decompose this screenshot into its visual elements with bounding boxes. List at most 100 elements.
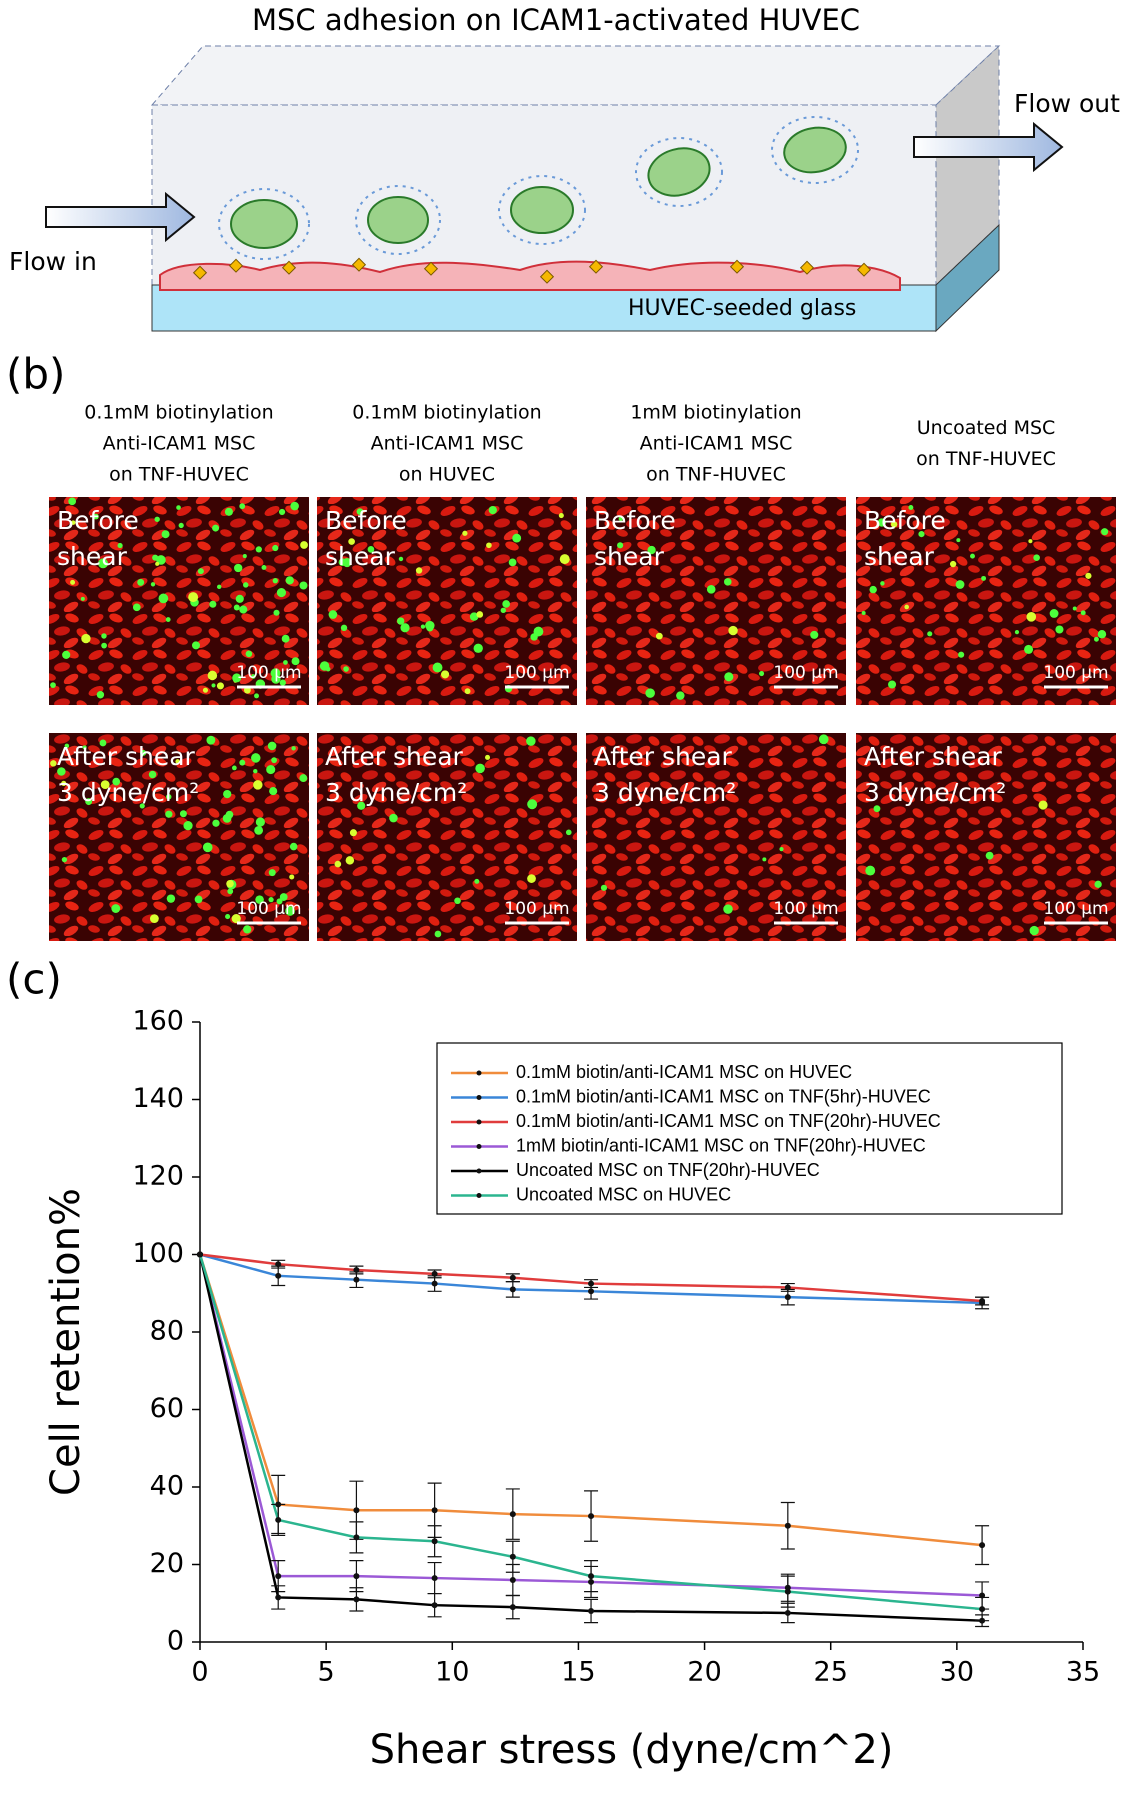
msc-cell	[176, 505, 181, 510]
scale-bar-label: 100 µm	[236, 663, 301, 683]
msc-cell	[779, 847, 784, 852]
data-point	[353, 1507, 360, 1514]
msc-cell	[85, 798, 93, 806]
msc-cell	[340, 624, 348, 632]
data-point	[509, 1577, 516, 1583]
x-tick-label: 0	[191, 1657, 208, 1688]
data-point	[353, 1534, 360, 1541]
msc-cell	[1080, 610, 1086, 616]
series-line	[199, 1253, 983, 1305]
msc-cell	[243, 925, 252, 934]
msc-cell	[245, 650, 253, 658]
panel-label: (c)	[6, 955, 62, 1004]
legend-marker	[476, 1095, 482, 1100]
msc-cell	[206, 735, 216, 745]
msc-cell	[338, 558, 347, 567]
msc-cell	[759, 671, 765, 677]
data-point	[588, 1608, 595, 1614]
data-point	[784, 1294, 791, 1301]
micrograph-grid: 0.1mM biotinylation Anti-ICAM1 MSC on TNF-…	[49, 402, 1116, 941]
column-header: Anti-ICAM1 MSC	[103, 433, 256, 455]
msc-cell	[152, 554, 159, 561]
legend-marker	[476, 1144, 482, 1149]
panel-label: (b)	[6, 350, 65, 399]
msc-cell	[139, 803, 145, 809]
msc-cell	[454, 897, 461, 905]
msc-cell	[254, 693, 259, 699]
y-tick-label: 160	[132, 1006, 184, 1037]
msc-cell	[132, 603, 141, 612]
msc-cell	[179, 810, 187, 818]
msc-cell	[50, 682, 56, 689]
msc-cell	[432, 662, 443, 673]
msc-cell	[150, 582, 156, 587]
msc-cell	[706, 585, 716, 594]
msc-cell	[165, 794, 172, 800]
data-point	[509, 1604, 516, 1611]
msc-cell	[1101, 528, 1109, 536]
msc-cell	[166, 894, 176, 903]
msc-cell	[291, 746, 296, 751]
msc-cell	[225, 914, 231, 920]
msc-cell	[723, 904, 733, 914]
msc-cell	[1085, 572, 1092, 579]
msc-cell	[970, 553, 975, 559]
msc-cell	[724, 578, 732, 586]
msc-cell	[239, 605, 248, 614]
data-point	[353, 1573, 360, 1580]
row-label: Before	[57, 506, 139, 535]
legend-marker	[476, 1070, 482, 1076]
msc-cell	[475, 763, 485, 774]
data-point	[275, 1516, 282, 1523]
y-tick-label: 120	[132, 1161, 184, 1192]
msc-cell	[474, 878, 480, 884]
msc-cell	[140, 749, 147, 756]
micrograph: Before shear 100 µm	[49, 497, 309, 705]
data-point	[784, 1522, 791, 1529]
data-point	[431, 1575, 438, 1582]
data-point	[431, 1602, 438, 1609]
msc-cell	[328, 610, 338, 619]
msc-cell	[202, 687, 209, 693]
msc-cell	[188, 592, 199, 603]
msc-cell	[267, 741, 277, 751]
msc-cell	[285, 576, 294, 585]
column-header: Uncoated MSC	[917, 417, 1056, 439]
micrograph-image	[586, 733, 846, 941]
msc-cell	[149, 914, 159, 924]
legend-label: 0.1mM biotin/anti-ICAM1 MSC on TNF(20hr)…	[516, 1111, 941, 1131]
msc-cell	[255, 895, 264, 904]
column-header: on TNF-HUVEC	[916, 448, 1056, 470]
msc-cell	[212, 524, 220, 532]
x-tick-label: 35	[1066, 1657, 1100, 1688]
data-point	[275, 1573, 282, 1580]
msc-cell	[981, 575, 987, 581]
data-point	[979, 1298, 986, 1304]
series-line	[198, 1254, 983, 1611]
row-label: 3 dyne/cm²	[325, 778, 467, 807]
msc-cell	[565, 829, 572, 836]
msc-cell	[888, 680, 897, 689]
diagram-title: MSC adhesion on ICAM1-activated HUVEC	[252, 3, 860, 37]
msc-cell	[724, 672, 734, 682]
data-point	[431, 1280, 438, 1287]
column-header: 0.1mM biotinylation	[84, 402, 273, 424]
legend-marker	[476, 1193, 482, 1198]
msc-cell	[111, 904, 121, 913]
msc-cell	[242, 554, 247, 559]
data-point	[509, 1553, 516, 1560]
msc-cell	[101, 633, 107, 639]
msc-cell	[234, 563, 243, 573]
data-point	[431, 1507, 438, 1514]
msc-cell	[101, 642, 107, 649]
msc-cell	[250, 674, 256, 679]
row-label: shear	[864, 542, 935, 571]
data-point	[509, 1274, 516, 1281]
msc-cell	[476, 611, 484, 618]
msc-cell	[117, 542, 123, 549]
msc-cell	[271, 757, 278, 764]
msc-cell	[223, 789, 232, 799]
msc-cell	[61, 856, 68, 863]
x-tick-label: 25	[814, 1657, 848, 1688]
